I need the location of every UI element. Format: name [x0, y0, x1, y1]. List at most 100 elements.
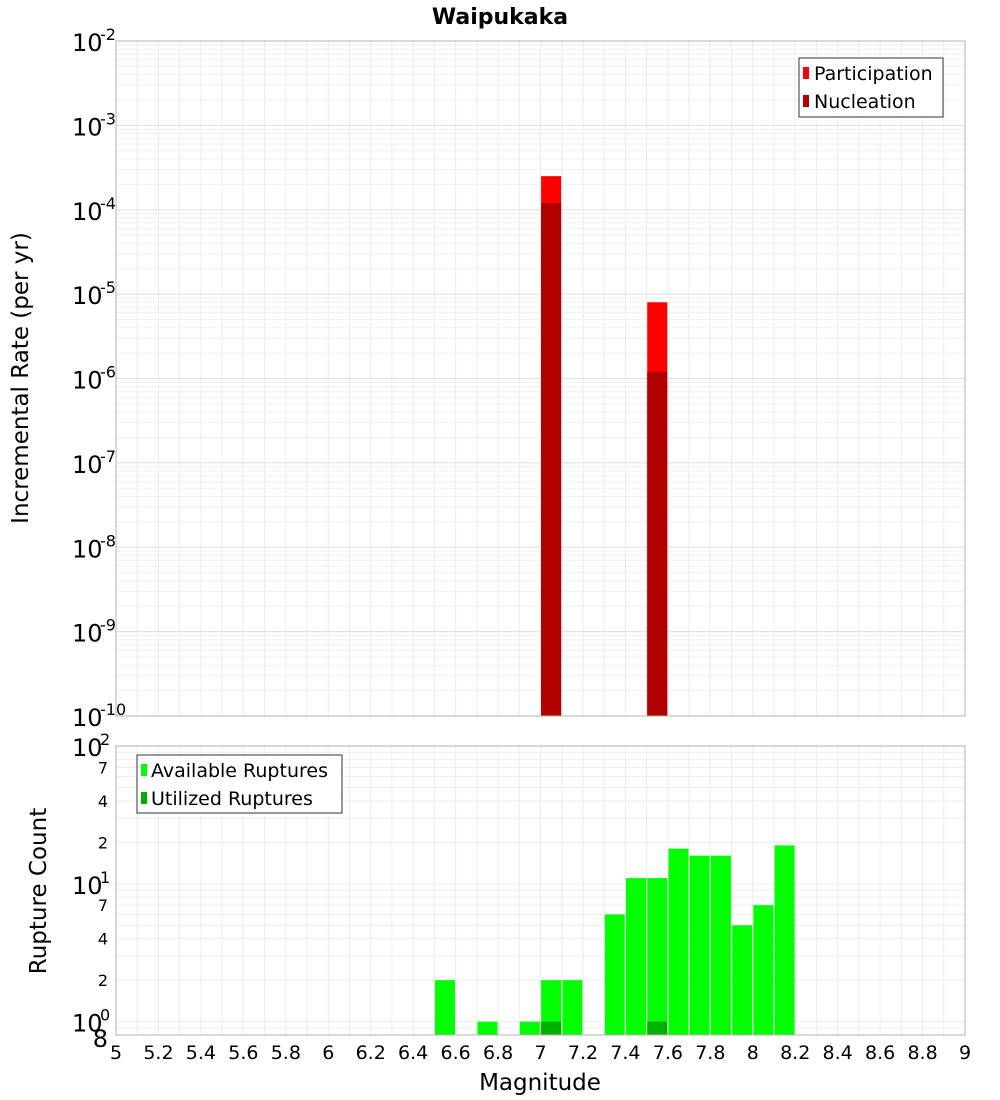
x-tick-label: 5.4: [186, 1042, 216, 1064]
x-tick-label: 6.8: [483, 1042, 513, 1064]
tick-base: 10: [72, 734, 103, 762]
bottom-y-minor-tick-label: 7: [98, 758, 108, 777]
legend-swatch: [803, 95, 809, 107]
tick-exponent: 2: [100, 730, 110, 749]
bottom-legend-box: [136, 754, 343, 814]
available-ruptures-bar: [562, 980, 583, 1035]
x-tick-label: 8.2: [780, 1042, 810, 1064]
top-plot-border: [115, 40, 966, 717]
legend-swatch: [141, 764, 147, 776]
utilized-ruptures-bar: [541, 1021, 562, 1035]
available-ruptures-bar: [604, 914, 625, 1035]
available-ruptures-bar: [519, 1021, 540, 1035]
bottom-y-minor-tick-label: 2: [98, 833, 108, 852]
top-plot-grid: [115, 41, 966, 717]
top-y-tick-label: 10-4: [72, 194, 116, 226]
bottom-y-minor-tick-label: 2: [98, 971, 108, 990]
top-legend-box: [798, 57, 944, 118]
tick-exponent: -2: [100, 25, 116, 44]
tick-exponent: -10: [100, 700, 126, 719]
available-ruptures-bar: [434, 980, 455, 1035]
tick-exponent: -8: [100, 531, 116, 550]
tick-exponent: 1: [100, 868, 110, 887]
tick-base: 10: [72, 1010, 103, 1038]
bottom-plot-bars: [434, 845, 795, 1035]
available-ruptures-bar: [477, 1021, 498, 1035]
bottom-y-minor-tick-label: 4: [98, 792, 108, 811]
available-ruptures-bar: [710, 855, 731, 1035]
x-tick-label: 7.4: [610, 1042, 640, 1064]
bottom-y-minor-tick-label: 4: [98, 930, 108, 949]
x-tick-label: 8.6: [865, 1042, 895, 1064]
top-y-tick-label: 10-8: [72, 531, 116, 563]
x-tick-label: 8.8: [907, 1042, 937, 1064]
tick-base: 10: [72, 29, 103, 57]
legend-label: Available Ruptures: [151, 760, 328, 782]
top-y-tick-label: 10-2: [72, 25, 116, 57]
bottom-y-major-tick-label: 102: [72, 730, 110, 762]
available-ruptures-bar: [774, 845, 795, 1035]
legend-swatch: [803, 67, 809, 79]
tick-base: 10: [72, 535, 103, 563]
x-tick-label: 8: [747, 1042, 759, 1064]
available-ruptures-bar: [732, 925, 753, 1035]
legend-label: Participation: [814, 63, 933, 85]
bottom-y-major-tick-label: 100: [72, 1006, 110, 1038]
tick-base: 10: [72, 872, 103, 900]
top-y-axis-label: Incremental Rate (per yr): [8, 232, 34, 524]
bottom-y-minor-tick-label: 8: [93, 1025, 108, 1053]
tick-base: 10: [72, 113, 103, 141]
x-tick-label: 6.2: [356, 1042, 386, 1064]
available-ruptures-bar: [541, 980, 562, 1035]
top-y-tick-label: 10-7: [72, 447, 116, 479]
available-ruptures-bar: [668, 848, 689, 1035]
x-tick-label: 5: [110, 1042, 122, 1064]
available-ruptures-bar: [753, 905, 774, 1035]
x-tick-label: 5.6: [228, 1042, 258, 1064]
available-ruptures-bar: [647, 878, 668, 1035]
bottom-legend: Available Ruptures Utilized Ruptures: [136, 754, 343, 814]
x-tick-label: 7: [534, 1042, 546, 1064]
x-tick-label: 7.8: [695, 1042, 725, 1064]
tick-base: 10: [72, 620, 103, 648]
top-y-tick-label: 10-6: [72, 363, 116, 395]
bottom-plot-border: [115, 745, 966, 1036]
tick-exponent: -7: [100, 447, 116, 466]
top-plot-bars: [541, 176, 668, 716]
top-y-tick-label: 10-10: [72, 700, 126, 732]
tick-exponent: -3: [100, 109, 116, 128]
x-tick-label: 7.6: [653, 1042, 683, 1064]
x-tick-label: 8.4: [823, 1042, 853, 1064]
nucleation-bar: [541, 203, 562, 716]
tick-base: 10: [72, 704, 103, 732]
x-tick-labels: 5 5.2 5.4 5.6 5.8 6 6.2 6.4 6.6 6.8 7 7.2 7.4 7.6 7.8 8…: [110, 1042, 971, 1064]
legend-swatch: [141, 792, 147, 804]
top-y-tick-label: 10-5: [72, 278, 116, 310]
top-legend: Participation Nucleation: [798, 57, 944, 118]
legend-label: Utilized Ruptures: [151, 788, 313, 810]
bottom-y-axis-label: Rupture Count: [26, 808, 52, 974]
available-ruptures-bar: [626, 878, 647, 1035]
tick-exponent: -5: [100, 278, 116, 297]
nucleation-bar: [647, 371, 668, 716]
utilized-ruptures-bar: [647, 1021, 668, 1035]
tick-exponent: -4: [100, 194, 116, 213]
top-y-tick-label: 10-3: [72, 109, 116, 141]
tick-base: 10: [72, 282, 103, 310]
x-tick-label: 5.2: [143, 1042, 173, 1064]
chart-title: Waipukaka: [432, 5, 568, 30]
tick-base: 10: [72, 451, 103, 479]
legend-label: Nucleation: [814, 91, 916, 113]
x-tick-label: 6.6: [440, 1042, 470, 1064]
x-tick-label: 9: [959, 1042, 971, 1064]
x-tick-label: 6.4: [398, 1042, 428, 1064]
bottom-y-major-tick-label: 101: [72, 868, 110, 900]
x-tick-label: 7.2: [568, 1042, 598, 1064]
tick-base: 10: [72, 198, 103, 226]
x-axis-label: Magnitude: [479, 1070, 601, 1096]
tick-exponent: -6: [100, 363, 116, 382]
